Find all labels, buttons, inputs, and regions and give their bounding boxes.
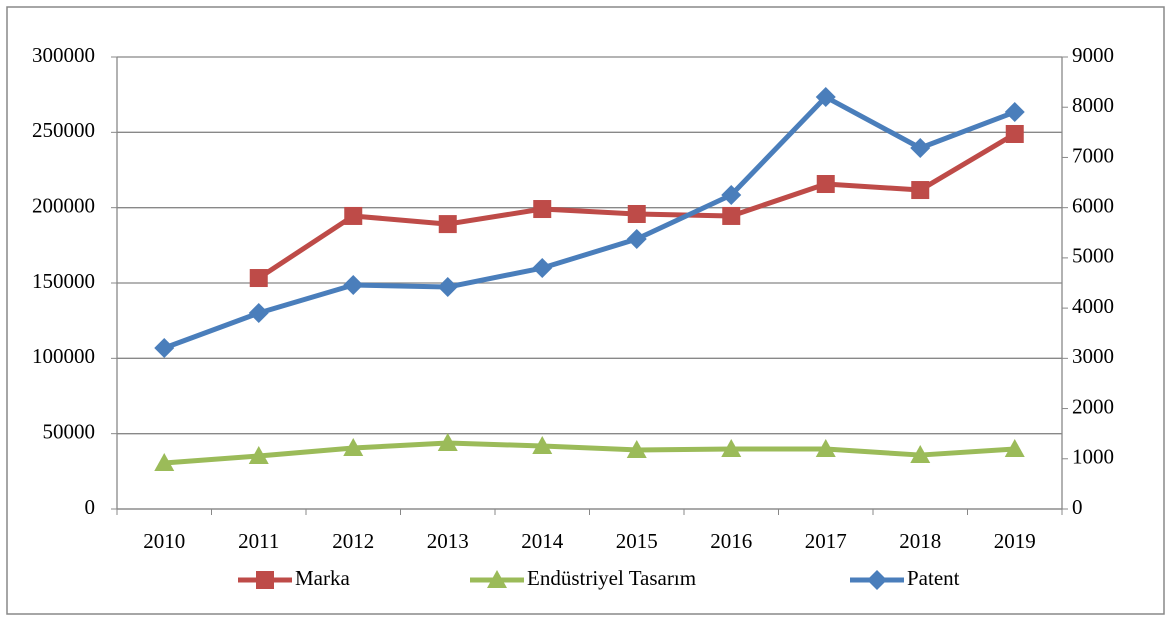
y2-tick-label: 1000: [1072, 445, 1114, 469]
marker: [533, 200, 552, 219]
marker: [626, 439, 647, 458]
marker: [438, 215, 457, 234]
x-tick-label: 2011: [238, 529, 279, 553]
marker: [249, 269, 268, 288]
series-line: [163, 94, 1016, 351]
y2-tick-label: 2000: [1072, 394, 1114, 418]
y-tick-label: 50000: [43, 419, 96, 443]
marker: [910, 138, 931, 159]
x-tick-label: 2016: [710, 529, 752, 553]
marker: [1004, 102, 1025, 123]
marker: [344, 206, 363, 225]
chart-border: [6, 6, 1165, 615]
y-tick-label: 300000: [32, 43, 95, 67]
marker: [721, 439, 742, 458]
marker: [248, 445, 269, 464]
y2-tick-label: 7000: [1072, 143, 1114, 167]
y2-tick-label: 3000: [1072, 344, 1114, 368]
marker: [154, 337, 175, 358]
marker: [343, 275, 364, 296]
y-tick-label: 250000: [32, 118, 95, 142]
marker: [721, 185, 742, 206]
marker: [722, 206, 741, 225]
y2-tick-label: 8000: [1072, 93, 1114, 117]
x-tick-label: 2018: [899, 529, 941, 553]
marker: [627, 204, 646, 223]
y2-tick-label: 9000: [1072, 43, 1114, 67]
marker: [343, 437, 364, 456]
y-tick-label: 0: [85, 495, 96, 519]
x-tick-label: 2010: [143, 529, 185, 553]
marker: [911, 181, 930, 200]
y-tick-label: 200000: [32, 193, 95, 217]
marker: [815, 87, 836, 108]
marker: [437, 277, 458, 298]
legend-label: Marka: [295, 566, 350, 590]
marker: [154, 453, 175, 472]
marker: [256, 571, 274, 589]
y2-tick-label: 6000: [1072, 193, 1114, 217]
legend-label: Endüstriyel Tasarım: [527, 566, 696, 590]
series-line: [164, 440, 1015, 466]
marker: [1005, 124, 1024, 143]
marker: [1004, 439, 1025, 458]
marker: [867, 570, 887, 590]
marker: [248, 303, 269, 324]
x-tick-label: 2015: [616, 529, 658, 553]
marker: [816, 175, 835, 194]
x-tick-label: 2014: [521, 529, 564, 553]
x-tick-label: 2012: [332, 529, 374, 553]
x-tick-label: 2013: [427, 529, 469, 553]
legend-label: Patent: [907, 566, 960, 590]
marker: [532, 258, 553, 279]
marker: [910, 445, 931, 464]
marker: [437, 433, 458, 452]
y2-tick-label: 0: [1072, 495, 1083, 519]
y2-tick-label: 5000: [1072, 244, 1114, 268]
y-tick-label: 100000: [32, 344, 95, 368]
marker: [532, 436, 553, 455]
y-tick-label: 150000: [32, 269, 95, 293]
marker: [487, 570, 507, 588]
x-tick-label: 2019: [994, 529, 1036, 553]
y2-tick-label: 4000: [1072, 294, 1114, 318]
marker: [815, 439, 836, 458]
marker: [626, 229, 647, 250]
x-tick-label: 2017: [805, 529, 847, 553]
